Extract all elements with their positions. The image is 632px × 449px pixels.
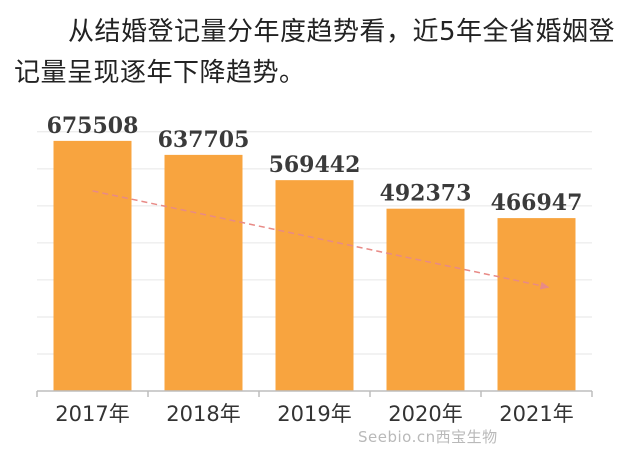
value-label: 637705	[158, 127, 250, 153]
value-label: 492373	[380, 181, 472, 207]
category-label: 2020年	[388, 402, 462, 426]
category-labels: 2017年 2018年 2019年 2020年 2021年	[55, 402, 573, 426]
bars	[53, 140, 576, 391]
trend-arrow	[92, 190, 550, 290]
value-label: 675508	[47, 113, 139, 139]
bar-2021年	[497, 218, 576, 391]
x-axis	[36, 390, 593, 397]
watermark: Seebio.cn西宝生物	[358, 428, 498, 446]
bar-2017年	[53, 140, 132, 391]
bar-2019年	[275, 180, 354, 391]
trend-arrow-layer	[92, 190, 550, 290]
category-label: 2021年	[499, 402, 573, 426]
category-label: 2018年	[166, 402, 240, 426]
bar-2020年	[386, 208, 465, 391]
intro-paragraph: 从结婚登记量分年度趋势看，近5年全省婚姻登记量呈现逐年下降趋势。	[14, 17, 616, 88]
category-label: 2019年	[277, 402, 351, 426]
value-labels: 675508 637705 569442 492373 466947	[47, 113, 583, 216]
value-label: 466947	[491, 190, 583, 216]
bar-2018年	[164, 154, 243, 391]
value-label: 569442	[269, 152, 361, 178]
category-label: 2017年	[55, 402, 129, 426]
